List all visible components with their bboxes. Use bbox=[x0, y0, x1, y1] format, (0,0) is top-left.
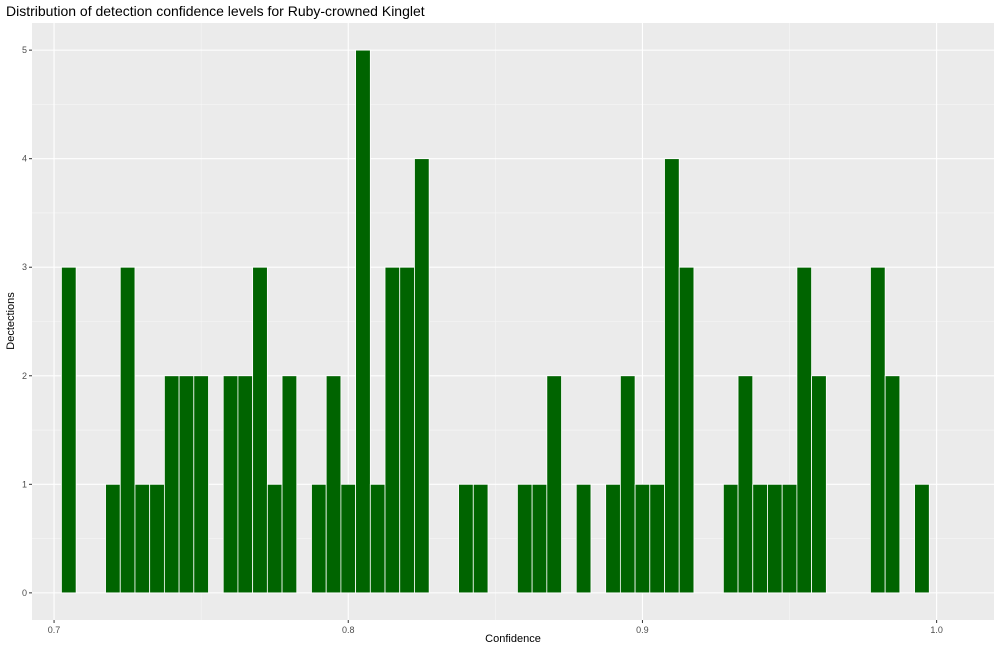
histogram-bar bbox=[340, 483, 357, 594]
histogram-bar bbox=[531, 483, 548, 594]
y-axis: 0 1 2 3 4 5 bbox=[22, 45, 32, 598]
histogram-bar bbox=[767, 483, 783, 594]
histogram-bar bbox=[399, 266, 415, 594]
x-axis: 0.7 0.8 0.9 1.0 bbox=[48, 620, 943, 635]
histogram-bar bbox=[605, 483, 621, 594]
histogram-bar bbox=[664, 158, 680, 594]
histogram-bar bbox=[458, 483, 474, 594]
histogram-bar bbox=[252, 266, 268, 594]
histogram-bar bbox=[281, 375, 298, 594]
histogram-bar bbox=[178, 375, 195, 594]
histogram-bar bbox=[163, 375, 180, 594]
x-tick-label: 0.7 bbox=[48, 625, 61, 635]
histogram-bar bbox=[678, 266, 695, 594]
y-tick-label: 4 bbox=[22, 154, 27, 164]
histogram-bar bbox=[355, 49, 371, 594]
histogram-bar bbox=[870, 266, 886, 594]
histogram-bar bbox=[752, 483, 768, 594]
y-tick-label: 1 bbox=[22, 479, 27, 489]
x-tick-label: 1.0 bbox=[930, 625, 943, 635]
histogram-bar bbox=[884, 375, 901, 594]
histogram-bar bbox=[105, 483, 121, 594]
chart-title: Distribution of detection confidence lev… bbox=[6, 3, 425, 19]
histogram-bar bbox=[61, 266, 77, 594]
histogram-bar bbox=[619, 375, 636, 594]
histogram-bar bbox=[325, 375, 342, 594]
histogram-bar bbox=[796, 266, 813, 594]
histogram-bar bbox=[914, 483, 930, 594]
histogram-bar bbox=[119, 266, 136, 594]
histogram-bar bbox=[193, 375, 209, 594]
histogram-bar bbox=[149, 483, 165, 594]
histogram-bar bbox=[575, 483, 592, 594]
histogram-bar bbox=[722, 483, 739, 594]
histogram-bar bbox=[781, 483, 798, 594]
x-axis-label: Confidence bbox=[485, 633, 541, 645]
histogram-bar bbox=[737, 375, 754, 594]
y-tick-label: 2 bbox=[22, 371, 27, 381]
bars-group bbox=[61, 49, 930, 594]
histogram-bar bbox=[472, 483, 489, 594]
histogram-bar bbox=[384, 266, 401, 594]
y-tick-label: 0 bbox=[22, 588, 27, 598]
histogram-bar bbox=[634, 483, 651, 594]
histogram-bar bbox=[237, 375, 254, 594]
y-axis-label: Dectections bbox=[5, 292, 17, 350]
histogram-bar bbox=[649, 483, 665, 594]
histogram-bar bbox=[134, 483, 151, 594]
y-tick-label: 5 bbox=[22, 45, 27, 55]
x-tick-label: 0.9 bbox=[636, 625, 649, 635]
histogram-bar bbox=[517, 483, 533, 594]
x-tick-label: 0.8 bbox=[342, 625, 355, 635]
histogram-bar bbox=[414, 158, 430, 594]
histogram-bar bbox=[266, 483, 283, 594]
histogram-bar bbox=[311, 483, 327, 594]
histogram-bar bbox=[369, 483, 386, 594]
y-tick-label: 3 bbox=[22, 262, 27, 272]
histogram-bar bbox=[546, 375, 562, 594]
histogram-bar bbox=[811, 375, 827, 594]
histogram-bar bbox=[222, 375, 239, 594]
